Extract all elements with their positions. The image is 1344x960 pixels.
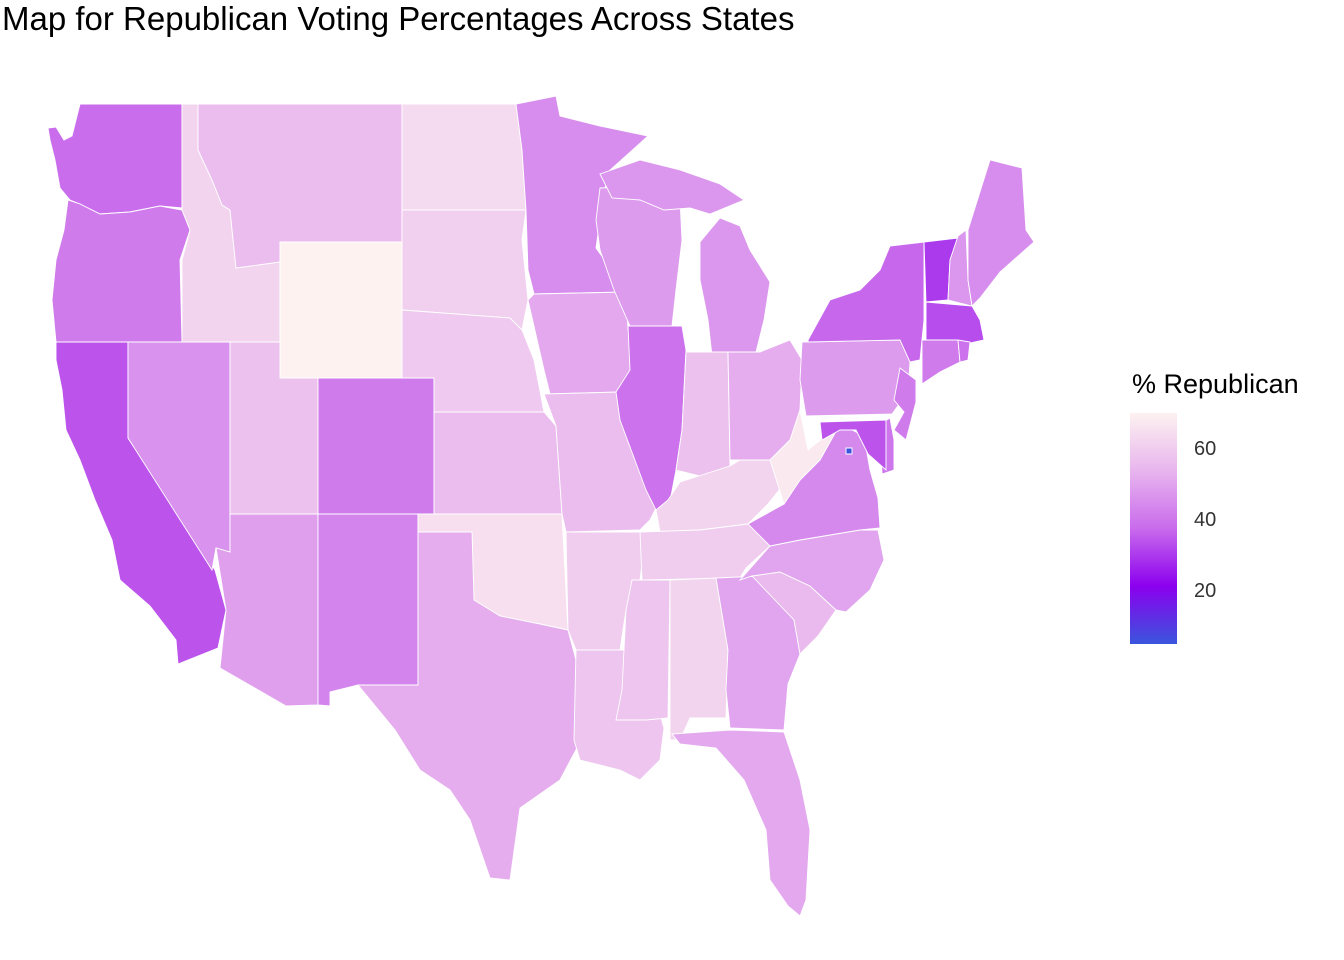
state-minnesota bbox=[515, 95, 649, 295]
us-choropleth-map bbox=[47, 95, 1035, 917]
legend: % Republican 60 40 20 bbox=[1130, 366, 1344, 644]
state-oregon bbox=[51, 199, 191, 343]
legend-label-60: 60 bbox=[1194, 437, 1217, 460]
state-rhode-island bbox=[957, 339, 971, 363]
state-connecticut bbox=[921, 339, 961, 385]
map-title: Map for Republican Voting Percentages Ac… bbox=[2, 0, 795, 37]
state-wyoming bbox=[279, 241, 403, 379]
state-alabama bbox=[669, 577, 729, 741]
legend-label-20: 20 bbox=[1194, 579, 1217, 602]
state-washington bbox=[47, 103, 183, 215]
state-new-mexico bbox=[317, 513, 419, 707]
state-maine bbox=[967, 159, 1035, 307]
state-arizona bbox=[215, 513, 319, 707]
state-district-of-columbia bbox=[845, 447, 853, 455]
state-massachusetts bbox=[925, 301, 985, 345]
state-new-jersey bbox=[893, 367, 917, 441]
state-north-dakota bbox=[401, 103, 527, 211]
legend-colorbar bbox=[1130, 413, 1177, 644]
legend-tick-20 bbox=[1177, 590, 1183, 592]
state-michigan bbox=[599, 159, 771, 357]
legend-label-40: 40 bbox=[1194, 508, 1217, 531]
legend-title: % Republican bbox=[1132, 369, 1299, 399]
legend-tick-40 bbox=[1177, 519, 1183, 521]
state-kansas bbox=[433, 411, 563, 515]
state-texas bbox=[357, 531, 579, 881]
state-florida bbox=[671, 729, 811, 917]
state-new-york bbox=[807, 241, 925, 363]
state-colorado bbox=[317, 377, 435, 515]
legend-tick-60 bbox=[1177, 448, 1183, 450]
state-pennsylvania bbox=[799, 339, 911, 417]
state-maryland bbox=[819, 419, 887, 472]
